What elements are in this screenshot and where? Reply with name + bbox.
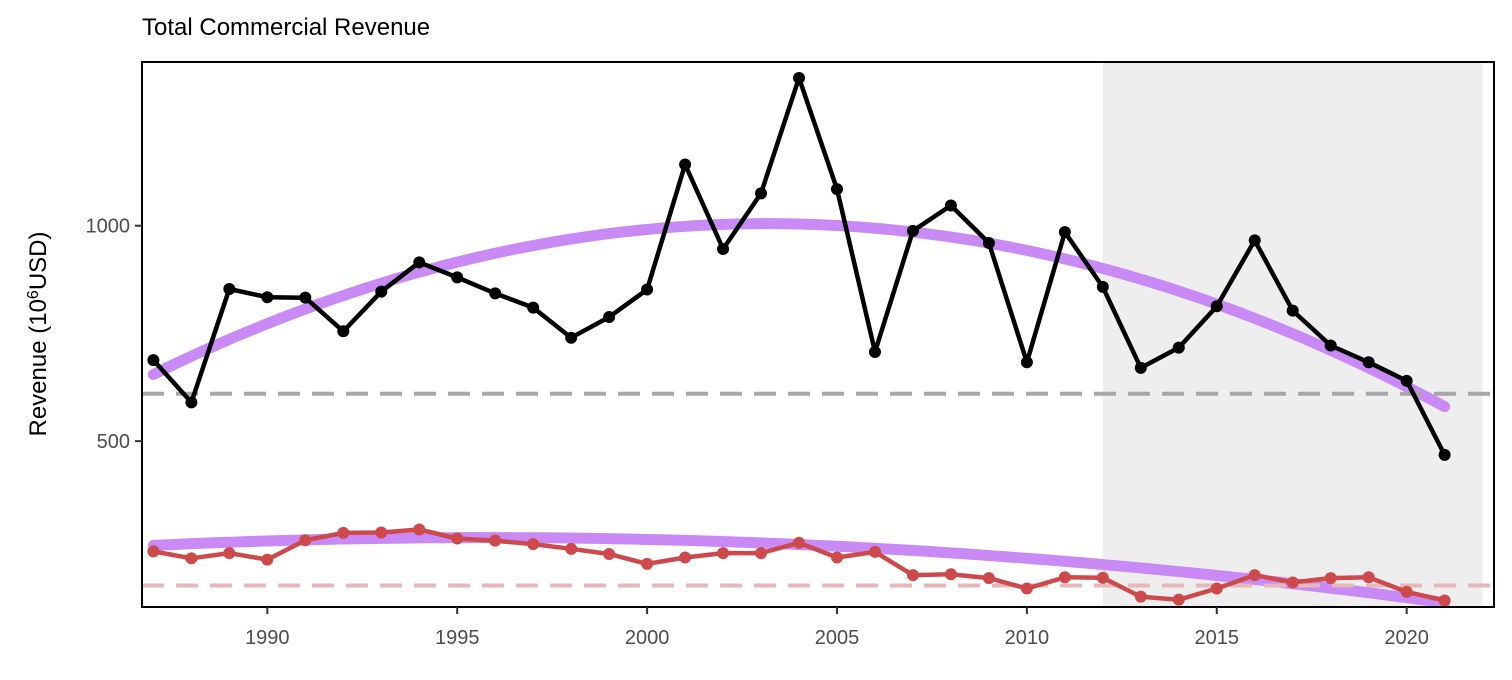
data-point-0 (1324, 339, 1337, 352)
data-point-1 (906, 569, 919, 582)
data-point-1 (1286, 576, 1299, 589)
y-tick-label: 500 (97, 431, 130, 453)
y-axis-title-unit: USD) (25, 231, 52, 290)
data-point-0 (299, 291, 312, 304)
x-tick-label: 2015 (1195, 627, 1240, 649)
data-point-1 (413, 523, 426, 536)
data-point-0 (1020, 356, 1033, 369)
data-point-1 (1324, 572, 1337, 585)
data-point-1 (1400, 585, 1413, 598)
data-point-0 (830, 183, 843, 196)
x-tick-label: 1995 (435, 627, 480, 649)
data-point-1 (1362, 571, 1375, 584)
data-point-0 (1248, 234, 1261, 247)
data-point-0 (451, 271, 464, 284)
data-point-1 (1248, 569, 1261, 582)
chart-title: Total Commercial Revenue (142, 14, 431, 41)
data-point-1 (868, 545, 881, 558)
data-point-0 (868, 345, 881, 358)
data-point-1 (793, 536, 806, 549)
y-axis-title-superscript: 6 (25, 290, 42, 299)
data-point-0 (261, 291, 274, 304)
data-point-1 (982, 572, 995, 585)
data-point-0 (185, 396, 198, 409)
data-point-0 (641, 283, 654, 296)
data-point-0 (1096, 280, 1109, 293)
data-point-1 (1096, 571, 1109, 584)
data-point-1 (641, 557, 654, 570)
y-axis-title: Revenue (106USD) (25, 231, 53, 436)
data-point-1 (1058, 571, 1071, 584)
data-point-0 (527, 301, 540, 314)
data-point-0 (1210, 300, 1223, 313)
data-point-0 (982, 236, 995, 249)
data-point-1 (337, 526, 350, 539)
data-point-0 (1400, 374, 1413, 387)
x-tick-label: 2005 (815, 627, 860, 649)
data-point-0 (906, 224, 919, 237)
data-point-0 (1438, 448, 1451, 461)
data-point-1 (299, 534, 312, 547)
trend-line-0 (147, 218, 1451, 413)
data-point-0 (147, 354, 160, 367)
data-point-0 (565, 331, 578, 344)
data-point-1 (185, 552, 198, 565)
data-point-1 (717, 547, 730, 560)
data-point-1 (375, 526, 388, 539)
data-point-1 (755, 547, 768, 560)
data-point-1 (565, 542, 578, 555)
data-point-0 (755, 187, 768, 200)
x-tick-label: 2010 (1005, 627, 1050, 649)
data-point-1 (679, 551, 692, 564)
data-point-1 (223, 547, 236, 560)
data-point-1 (1172, 593, 1185, 606)
data-point-1 (830, 551, 843, 564)
data-point-0 (793, 71, 806, 84)
data-point-1 (147, 545, 160, 558)
data-point-0 (679, 158, 692, 171)
data-point-1 (1134, 590, 1147, 603)
data-point-0 (223, 283, 236, 296)
data-point-1 (1438, 594, 1451, 607)
data-point-1 (489, 534, 502, 547)
data-point-0 (1362, 356, 1375, 369)
data-point-0 (603, 311, 616, 324)
data-point-0 (337, 325, 350, 338)
data-point-1 (451, 532, 464, 545)
data-point-0 (489, 287, 502, 300)
data-point-1 (603, 548, 616, 561)
data-point-1 (527, 538, 540, 551)
data-point-1 (261, 553, 274, 566)
data-point-0 (944, 199, 957, 212)
x-tick-label: 2000 (625, 627, 670, 649)
data-point-0 (1134, 361, 1147, 374)
data-point-0 (1172, 341, 1185, 354)
data-point-1 (944, 568, 957, 581)
x-tick-label: 1990 (245, 627, 290, 649)
y-axis-title-main: Revenue (10 (25, 299, 52, 436)
data-point-1 (1210, 582, 1223, 595)
x-tick-label: 2020 (1384, 627, 1429, 649)
data-point-1 (1020, 582, 1033, 595)
y-tick-label: 1000 (86, 216, 131, 238)
data-point-0 (1058, 226, 1071, 239)
data-point-0 (413, 256, 426, 269)
plot-panel-border (141, 61, 1495, 608)
data-point-0 (1286, 304, 1299, 317)
data-point-0 (375, 285, 388, 298)
data-point-0 (717, 242, 730, 255)
